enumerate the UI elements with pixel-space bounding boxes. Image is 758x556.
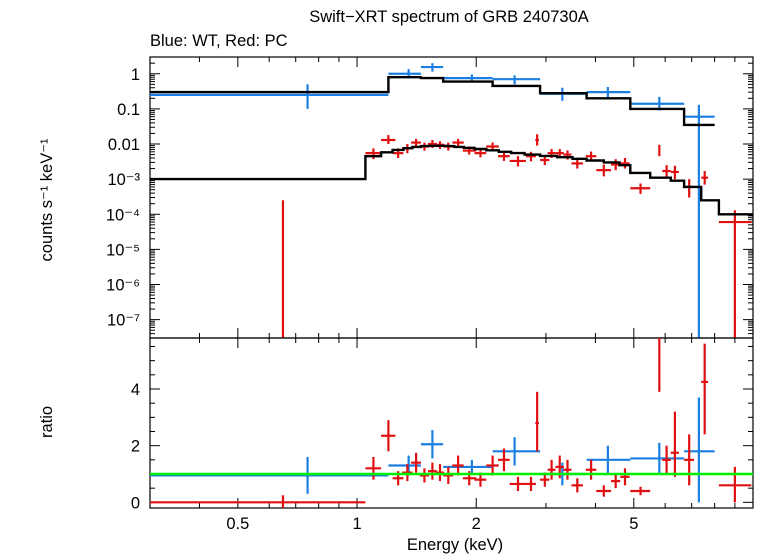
data-point-PC (452, 455, 464, 476)
model-curve-WT (150, 76, 715, 127)
data-point-PC (411, 138, 421, 147)
spectrum-y-tick-label: 0.01 (108, 136, 140, 154)
top-ylabel: counts s⁻¹ keV⁻¹ (38, 138, 56, 261)
data-point-PC (571, 478, 583, 493)
data-point-PC (402, 464, 413, 482)
ratio-panel: 0.5 1 2 5 0 2 4 (131, 337, 754, 533)
data-point-PC (381, 135, 396, 145)
data-point-PC (498, 151, 510, 161)
data-point-PC (535, 391, 539, 452)
data-point-PC (662, 445, 671, 474)
data-point-PC (701, 171, 709, 185)
spectrum-y-tick-label: 0.1 (117, 101, 140, 119)
data-point-PC (630, 486, 651, 496)
data-point-PC (596, 485, 612, 497)
data-point-PC (427, 462, 437, 480)
ratio-frame (149, 337, 754, 509)
x-tick-label: 1 (352, 515, 361, 533)
data-point-WT (150, 457, 389, 494)
data-point-PC (509, 156, 526, 167)
data-point-PC (365, 148, 382, 160)
data-point-PC (474, 149, 487, 158)
x-tick-label: 5 (629, 515, 638, 533)
ratio-y-tick-label: 0 (131, 494, 140, 512)
ratio-series-WT (150, 397, 715, 503)
chart-title: Swift−XRT spectrum of GRB 240730A (309, 8, 589, 26)
spectrum-y-tick-label: 10⁻⁷ (107, 312, 140, 330)
x-tick-label: 2 (472, 515, 481, 533)
data-point-PC (563, 459, 572, 480)
data-point-PC (718, 466, 752, 503)
ratio-y-tick-label: 2 (131, 438, 140, 456)
bottom-ylabel: ratio (38, 406, 56, 438)
spectrum-y-tick-label: 10⁻⁵ (106, 241, 140, 259)
data-point-PC (630, 183, 651, 194)
data-point-PC (365, 457, 382, 480)
data-point-PC (525, 151, 536, 162)
spectrum-y-tick-label: 10⁻⁶ (106, 277, 140, 295)
data-point-PC (571, 158, 583, 169)
data-point-WT (492, 437, 541, 466)
data-point-PC (486, 455, 499, 476)
data-point-PC (611, 474, 621, 489)
data-point-PC (596, 164, 612, 177)
spectrum-frame (149, 56, 754, 339)
data-point-PC (684, 434, 695, 486)
data-point-PC (547, 459, 556, 480)
data-point-PC (718, 210, 752, 338)
data-point-PC (658, 338, 661, 392)
data-point-PC (535, 134, 539, 146)
data-point-PC (585, 459, 597, 480)
data-point-PC (701, 343, 709, 435)
data-point-WT (630, 442, 685, 474)
data-point-WT (586, 86, 631, 99)
data-point-PC (435, 464, 445, 482)
data-point-PC (670, 165, 679, 180)
data-point-PC (381, 420, 396, 452)
spectrum-y-tick-label: 10⁻³ (107, 171, 140, 189)
data-point-PC (620, 157, 630, 169)
data-point-WT (420, 430, 444, 459)
data-point-PC (419, 468, 430, 483)
data-point-PC (452, 138, 464, 147)
data-point-WT (150, 84, 389, 109)
data-point-WT (420, 63, 444, 72)
data-point-PC (670, 411, 679, 477)
x-axis-label: Energy (keV) (407, 536, 503, 554)
data-point-WT (443, 459, 493, 474)
data-point-PC (620, 468, 630, 486)
chart-subtitle: Blue: WT, Red: PC (150, 32, 288, 50)
data-point-PC (662, 165, 671, 178)
spectrum-panel: 1 0.1 0.01 10⁻³ 10⁻⁴ 10⁻⁵ 10⁻⁶ 10⁻⁷ (106, 56, 754, 339)
data-point-PC (498, 448, 510, 472)
data-point-PC (443, 466, 454, 484)
data-point-WT (586, 445, 631, 474)
data-point-PC (150, 495, 366, 508)
data-point-PC (509, 476, 526, 491)
data-point-PC (684, 179, 695, 198)
x-tick-label: 0.5 (226, 515, 249, 533)
ratio-y-tick-label: 4 (131, 381, 140, 399)
spectrum-series-PC (281, 134, 752, 338)
data-point-PC (525, 476, 536, 491)
ratio-series-PC (150, 338, 752, 508)
data-point-PC (658, 144, 661, 157)
data-point-WT (492, 75, 541, 85)
spectrum-y-tick-label: 1 (131, 66, 140, 84)
data-point-WT (684, 104, 715, 338)
model-curve-PC (150, 144, 753, 216)
data-point-PC (411, 452, 421, 473)
spectrum-y-tick-label: 10⁻⁴ (106, 206, 140, 224)
